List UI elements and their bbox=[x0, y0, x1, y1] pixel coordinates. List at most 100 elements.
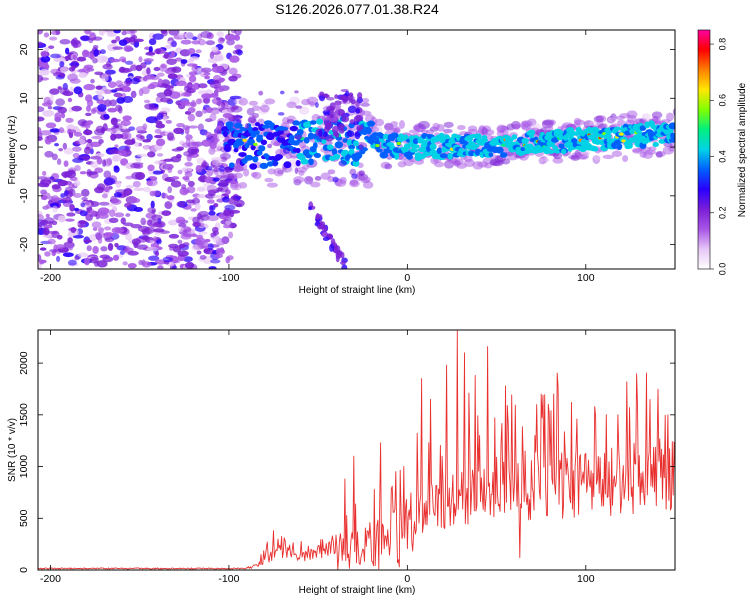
spectrogram-cell bbox=[160, 30, 168, 34]
spectrogram-cell bbox=[390, 132, 399, 139]
spectrogram-cell bbox=[319, 91, 325, 97]
spectrogram-cell bbox=[154, 160, 164, 165]
spectrogram-cell bbox=[103, 170, 112, 179]
spectrogram-cell bbox=[355, 114, 364, 122]
spectrogram-cell bbox=[252, 155, 259, 163]
spectrogram-cell bbox=[98, 30, 106, 36]
spectrogram-cell bbox=[59, 72, 66, 78]
spectrogram-cell bbox=[81, 188, 90, 197]
spectrogram-cell bbox=[97, 110, 107, 116]
spectrogram-cell bbox=[185, 199, 196, 204]
spectrogram-cell bbox=[38, 259, 45, 265]
spectrogram-cell bbox=[115, 180, 121, 188]
spectrogram-cell bbox=[258, 145, 266, 152]
spectrogram-cell bbox=[187, 107, 196, 114]
spectrogram-cell bbox=[418, 120, 430, 130]
spectrogram-cell bbox=[212, 177, 220, 182]
spectrogram-cell bbox=[166, 58, 177, 66]
spectrogram-cell bbox=[192, 82, 200, 90]
spectrogram-cell bbox=[203, 96, 211, 104]
spectrogram-cell bbox=[74, 164, 81, 172]
spectrogram-cell bbox=[258, 90, 264, 96]
spectrogram-cell bbox=[581, 150, 591, 156]
spectrogram-cell bbox=[195, 98, 202, 105]
spectrogram-cell bbox=[200, 67, 212, 73]
spectrogram-cell bbox=[238, 152, 247, 157]
colorbar-tick-label: 0.2 bbox=[717, 207, 727, 220]
spectrogram-cell bbox=[552, 157, 564, 164]
spectrogram-cell bbox=[314, 102, 319, 108]
spectrogram-cell bbox=[93, 128, 105, 136]
spectrogram-cell bbox=[77, 252, 89, 258]
spectrogram-cell bbox=[226, 255, 234, 261]
spectrogram-cell bbox=[329, 102, 336, 110]
spectrogram-cell bbox=[45, 213, 50, 218]
spectrogram-cell bbox=[38, 61, 48, 70]
spectrogram-cell bbox=[206, 184, 218, 194]
spectrogram-cell bbox=[78, 220, 87, 225]
spectrogram-cell bbox=[43, 224, 53, 229]
spectrogram-cell bbox=[67, 73, 79, 82]
spectrogram-cell bbox=[316, 118, 324, 125]
spectrogram-cell bbox=[58, 127, 65, 134]
spectrogram-cell bbox=[146, 67, 151, 75]
spectrogram-cell bbox=[553, 151, 563, 160]
spectrogram-cell bbox=[443, 121, 454, 128]
spectrogram-cell bbox=[347, 105, 357, 114]
spectrogram-cell bbox=[152, 33, 164, 40]
spectrogram-cell bbox=[252, 112, 260, 119]
spectrogram-cell bbox=[196, 250, 202, 255]
spectrogram-cell bbox=[354, 131, 361, 140]
spectrogram-cell bbox=[101, 73, 109, 82]
spectrogram-cell bbox=[113, 30, 121, 34]
spectrogram-cell bbox=[38, 136, 43, 142]
spectrogram-cell bbox=[125, 175, 134, 180]
spectrogram-cell bbox=[63, 147, 74, 155]
spectrogram-cell bbox=[56, 234, 63, 240]
spectrogram-cell bbox=[92, 245, 99, 254]
spectrogram-cell bbox=[212, 235, 220, 244]
spectrogram-cell bbox=[56, 244, 65, 250]
spectrogram-cell bbox=[180, 183, 187, 190]
spectrogram-cell bbox=[252, 171, 262, 180]
spectrogram-cell bbox=[232, 50, 239, 55]
spectrogram-cell bbox=[212, 159, 223, 166]
spectrogram-y-tick-label: 0 bbox=[18, 144, 30, 150]
spectrogram-cell bbox=[38, 176, 48, 180]
spectrogram-cell bbox=[298, 170, 305, 176]
snr-series-line bbox=[38, 330, 675, 570]
spectrogram-cell bbox=[122, 115, 132, 121]
spectrogram-cell bbox=[185, 134, 193, 141]
spectrogram-y-tick-label: 10 bbox=[18, 92, 30, 104]
spectrogram-cell bbox=[593, 146, 599, 152]
spectrogram-cell bbox=[79, 210, 88, 217]
spectrogram-cell bbox=[326, 97, 335, 101]
snr-y-label: SNR (10 * v/v) bbox=[7, 418, 18, 482]
spectrogram-cell bbox=[457, 125, 466, 131]
spectrogram-cell bbox=[136, 244, 149, 250]
spectrogram-cell bbox=[225, 220, 232, 226]
spectrogram-cell bbox=[187, 113, 196, 122]
spectrogram-cell bbox=[299, 141, 306, 149]
spectrogram-cell bbox=[176, 201, 186, 208]
spectrogram-cell bbox=[84, 30, 91, 35]
spectrogram-cell bbox=[209, 92, 219, 98]
spectrogram-cell bbox=[119, 250, 125, 256]
spectrogram-cell bbox=[167, 186, 173, 194]
spectrogram-cell bbox=[480, 137, 489, 143]
spectrogram-cell bbox=[153, 66, 161, 72]
spectrogram-cell bbox=[298, 106, 310, 115]
spectrogram-cell bbox=[393, 127, 401, 133]
spectrogram-cell bbox=[474, 133, 482, 140]
spectrogram-cell bbox=[329, 244, 335, 252]
spectrogram-cell bbox=[613, 126, 621, 131]
spectrogram-cell bbox=[215, 247, 223, 253]
spectrogram-cell bbox=[180, 39, 192, 45]
spectrogram-cell bbox=[332, 176, 339, 183]
spectrogram-cell bbox=[616, 143, 623, 150]
spectrogram-cell bbox=[57, 106, 67, 114]
spectrogram-cell bbox=[434, 161, 445, 168]
spectrogram-y-label: Frequency (Hz) bbox=[7, 116, 18, 185]
spectrogram-cell bbox=[40, 194, 48, 201]
spectrogram-cell bbox=[238, 181, 248, 189]
